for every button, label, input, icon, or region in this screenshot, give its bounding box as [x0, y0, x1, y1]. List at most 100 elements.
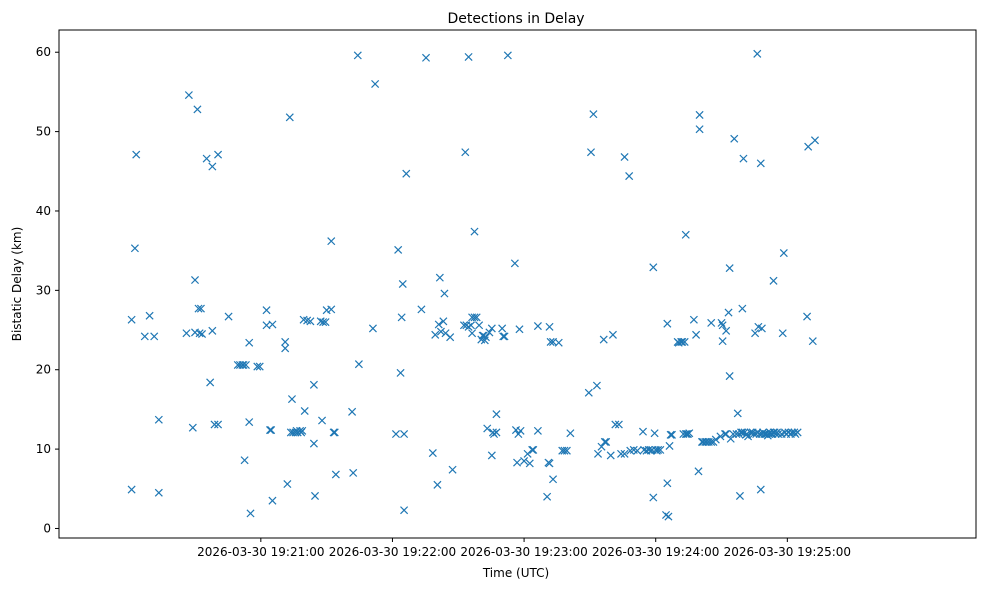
data-point [154, 415, 163, 424]
data-point [589, 110, 598, 119]
data-point [729, 429, 738, 439]
data-point [330, 428, 339, 437]
points-layer [127, 49, 820, 521]
data-point [208, 162, 217, 171]
data-point [472, 313, 481, 322]
data-point [726, 434, 735, 443]
data-point [188, 423, 197, 432]
x-tick-label: 2026-03-30 19:24:00 [592, 545, 719, 559]
data-point [487, 324, 496, 333]
data-point [253, 362, 262, 371]
data-point [566, 429, 575, 438]
data-point [145, 311, 154, 320]
data-point [733, 409, 742, 418]
data-point [778, 329, 787, 338]
data-point [353, 51, 362, 60]
data-point [528, 445, 537, 454]
data-point [439, 317, 448, 326]
data-point [695, 110, 704, 119]
data-point [198, 329, 207, 339]
data-point [309, 439, 318, 448]
data-point [428, 449, 437, 458]
data-point [769, 276, 778, 285]
data-point [394, 245, 403, 254]
data-point [665, 441, 674, 450]
x-tick-label: 2026-03-30 19:22:00 [329, 545, 456, 559]
data-point [262, 306, 271, 315]
data-point [210, 420, 219, 429]
data-point [593, 449, 603, 458]
data-point [562, 446, 571, 455]
data-point [737, 428, 746, 437]
data-point [492, 410, 501, 419]
data-point [327, 305, 336, 314]
data-point [554, 338, 563, 347]
data-point [682, 429, 691, 439]
data-point [716, 432, 725, 441]
x-tick-label: 2026-03-30 19:25:00 [724, 545, 851, 559]
data-point [692, 330, 701, 339]
data-point [245, 338, 254, 347]
data-point [533, 322, 542, 331]
data-point [739, 154, 748, 163]
data-point [649, 263, 658, 272]
data-point [468, 329, 477, 338]
y-tick-label: 30 [36, 283, 51, 297]
data-point [206, 378, 215, 387]
data-point [644, 445, 653, 454]
data-point [195, 329, 204, 338]
y-axis-ticks: 0 10 20 30 40 50 60 [36, 45, 59, 535]
data-point [681, 230, 690, 239]
data-point [546, 337, 555, 346]
data-point [435, 273, 444, 282]
data-point [140, 332, 149, 341]
data-point [436, 327, 445, 336]
data-point [718, 321, 727, 330]
data-point [306, 317, 315, 326]
data-point [649, 493, 658, 502]
data-point [255, 362, 264, 371]
data-point [150, 332, 159, 341]
data-point [803, 312, 812, 321]
data-point [470, 313, 479, 322]
data-point [130, 244, 139, 253]
data-point [348, 407, 357, 416]
data-point [694, 467, 703, 476]
data-point [529, 445, 538, 454]
data-point [440, 289, 449, 298]
data-point [267, 426, 276, 435]
data-point [707, 318, 716, 327]
data-point [281, 337, 290, 346]
data-point [475, 321, 484, 330]
data-point [663, 319, 672, 328]
data-point [433, 480, 442, 489]
data-point [756, 485, 765, 494]
data-point [499, 332, 508, 341]
data-point [599, 335, 608, 344]
data-point [732, 429, 741, 439]
x-tick-label: 2026-03-30 19:23:00 [460, 545, 587, 559]
data-point [500, 332, 509, 341]
data-point [689, 315, 698, 324]
data-point [194, 304, 203, 313]
y-tick-label: 50 [36, 125, 51, 139]
data-point [545, 322, 554, 331]
data-point [701, 437, 710, 446]
data-point [417, 305, 426, 314]
data-point [402, 169, 411, 178]
data-point [810, 136, 820, 145]
data-point [354, 360, 363, 369]
data-point [190, 276, 200, 285]
data-point [738, 428, 747, 437]
data-point [245, 418, 254, 427]
data-point [584, 388, 593, 397]
data-point [470, 227, 479, 236]
data-point [281, 344, 290, 353]
data-point [127, 315, 136, 324]
data-point [329, 428, 338, 437]
data-point [695, 125, 704, 134]
data-point [287, 395, 297, 404]
data-point [633, 446, 642, 455]
data-point [804, 142, 813, 151]
data-point [321, 318, 330, 327]
